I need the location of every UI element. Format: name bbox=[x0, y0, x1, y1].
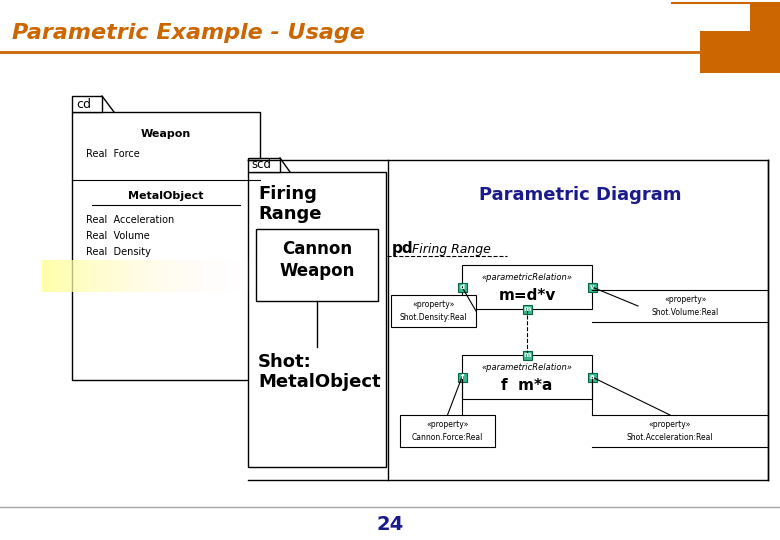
Bar bbox=[587, 282, 597, 292]
Text: Range: Range bbox=[258, 205, 321, 223]
Text: Real  Volume: Real Volume bbox=[86, 231, 150, 241]
Bar bbox=[615, 415, 725, 447]
Bar bbox=[523, 305, 531, 314]
Text: Cannon: Cannon bbox=[282, 240, 352, 258]
Text: Parametric Diagram: Parametric Diagram bbox=[479, 186, 681, 204]
Text: «property»
Shot.Acceleration:Real: «property» Shot.Acceleration:Real bbox=[626, 420, 714, 442]
Text: Weapon: Weapon bbox=[141, 129, 191, 139]
Text: Shot:: Shot: bbox=[258, 353, 312, 371]
Text: Real  Acceleration: Real Acceleration bbox=[86, 215, 174, 225]
Bar bbox=[72, 96, 102, 112]
Text: Real  Density: Real Density bbox=[86, 247, 151, 257]
Text: m: m bbox=[523, 352, 530, 358]
Text: m=d*v: m=d*v bbox=[498, 287, 555, 302]
Text: v: v bbox=[590, 284, 594, 290]
Text: cd: cd bbox=[76, 98, 91, 111]
Bar bbox=[256, 229, 378, 301]
Bar bbox=[462, 265, 592, 309]
Bar bbox=[458, 282, 466, 292]
Text: d: d bbox=[459, 284, 465, 290]
Text: «property»
Shot.Density:Real: «property» Shot.Density:Real bbox=[399, 300, 467, 322]
Text: Parametric Example - Usage: Parametric Example - Usage bbox=[12, 23, 365, 43]
Text: scd: scd bbox=[251, 159, 271, 172]
Bar bbox=[700, 3, 780, 73]
Text: «parametricRelation»: «parametricRelation» bbox=[481, 362, 573, 372]
Text: MetalObject: MetalObject bbox=[128, 191, 204, 201]
Text: a: a bbox=[590, 374, 594, 380]
Bar bbox=[248, 158, 280, 172]
Text: «property»
Shot.Volume:Real: «property» Shot.Volume:Real bbox=[652, 295, 719, 317]
Text: «parametricRelation»: «parametricRelation» bbox=[481, 273, 573, 281]
Bar bbox=[638, 290, 733, 322]
Text: f: f bbox=[460, 374, 463, 380]
Text: Firing Range: Firing Range bbox=[412, 242, 491, 255]
Text: 24: 24 bbox=[377, 516, 403, 535]
Bar bbox=[391, 295, 476, 327]
Text: Weapon: Weapon bbox=[279, 262, 355, 280]
Text: pd: pd bbox=[392, 241, 413, 256]
Text: Firing: Firing bbox=[258, 185, 317, 203]
Bar bbox=[462, 355, 592, 399]
Text: m: m bbox=[523, 306, 530, 312]
Bar bbox=[587, 373, 597, 381]
Text: «property»
Cannon.Force:Real: «property» Cannon.Force:Real bbox=[412, 420, 483, 442]
Bar bbox=[700, 3, 750, 31]
Bar bbox=[400, 415, 495, 447]
Text: Real  Force: Real Force bbox=[86, 149, 140, 159]
Text: f  m*a: f m*a bbox=[502, 377, 553, 393]
Bar bbox=[248, 172, 386, 467]
Bar bbox=[458, 373, 466, 381]
Bar bbox=[523, 350, 531, 360]
Text: MetalObject: MetalObject bbox=[258, 373, 381, 391]
Bar bbox=[72, 112, 260, 380]
